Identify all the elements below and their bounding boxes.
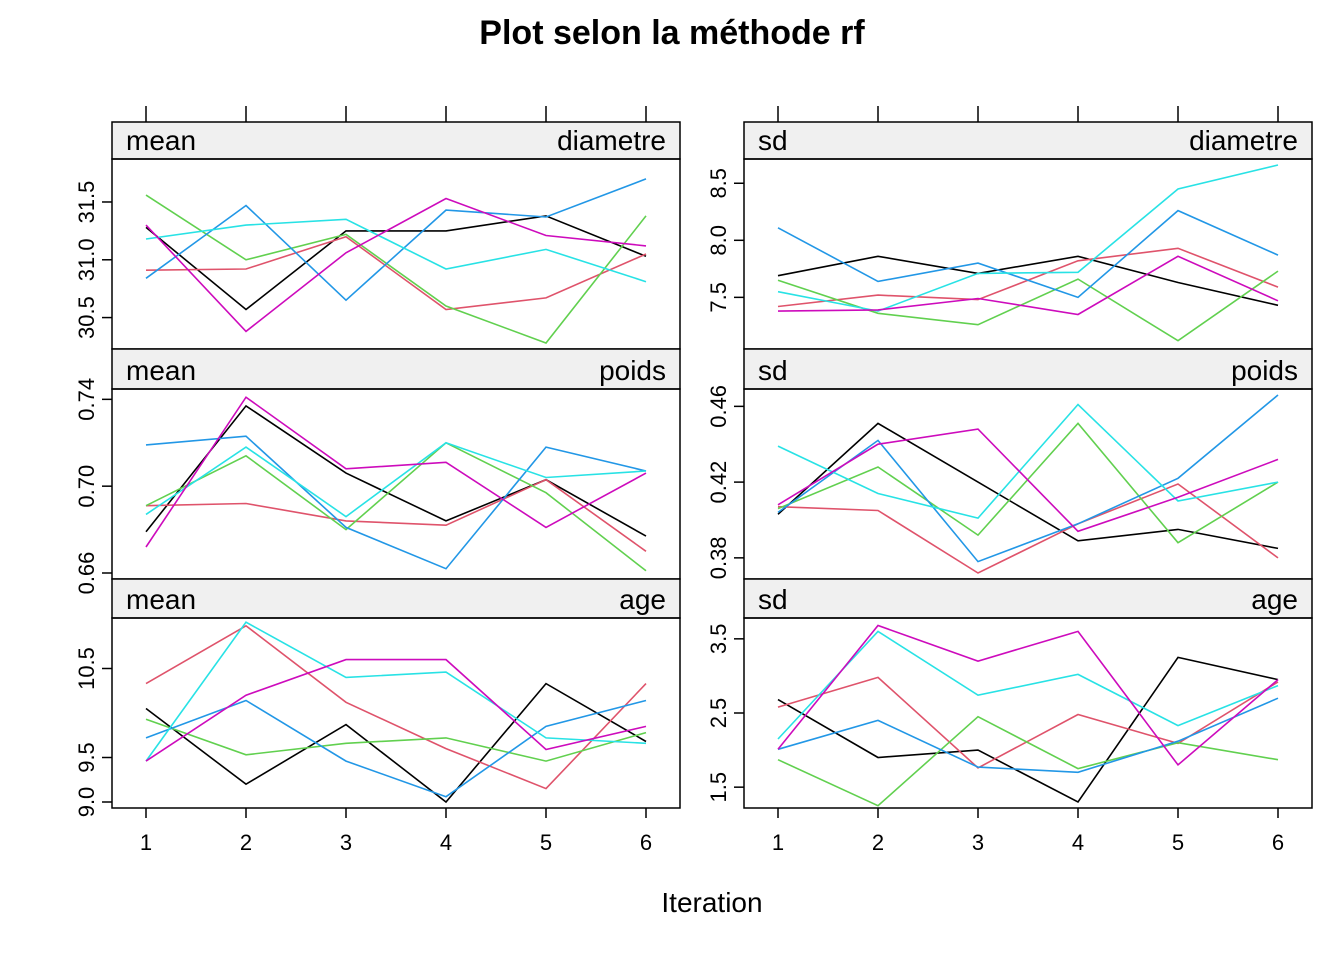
strip-stat-label: sd xyxy=(758,584,788,615)
strip-background xyxy=(743,348,1313,390)
x-tick-label: 3 xyxy=(340,830,352,855)
y-tick-label: 31.5 xyxy=(74,181,99,224)
series-line-4 xyxy=(777,697,1279,774)
strip-background xyxy=(111,578,681,619)
panel-sd-poids: sd poids 0.38 0.42 0.46 xyxy=(706,348,1313,580)
panel-frame xyxy=(111,388,681,580)
y-tick-label: 1.5 xyxy=(706,772,731,803)
series-line-5 xyxy=(145,621,647,762)
strip-background xyxy=(743,121,1313,160)
y-tick-label: 0.38 xyxy=(706,536,731,579)
y-tick-label: 0.74 xyxy=(74,378,99,421)
y-tick-label: 2.5 xyxy=(706,698,731,729)
strip-variable-label: diametre xyxy=(1189,125,1298,156)
x-tick-label: 2 xyxy=(240,830,252,855)
panel-frame xyxy=(111,158,681,350)
strip-stat-label: mean xyxy=(126,125,196,156)
strip-variable-label: age xyxy=(1251,584,1298,615)
series-line-2 xyxy=(145,478,647,552)
x-tick-label: 6 xyxy=(640,830,652,855)
series-line-6 xyxy=(145,658,647,762)
series-line-1 xyxy=(777,656,1279,804)
series-line-4 xyxy=(777,209,1279,299)
series-line-1 xyxy=(145,215,647,311)
strip-background xyxy=(111,121,681,160)
series-line-5 xyxy=(777,164,1279,312)
strip-stat-label: sd xyxy=(758,125,788,156)
y-tick-label: 31.0 xyxy=(74,238,99,281)
y-tick-label: 9.0 xyxy=(74,787,99,818)
y-tick-label: 30.5 xyxy=(74,296,99,339)
x-tick-label: 5 xyxy=(1172,830,1184,855)
series-line-3 xyxy=(777,715,1279,807)
y-tick-label: 8.0 xyxy=(706,225,731,256)
panel-mean-poids: mean poids 0.66 0.70 0.74 xyxy=(74,348,681,595)
y-tick-label: 8.5 xyxy=(706,168,731,199)
panel-frame xyxy=(111,617,681,809)
panel-mean-diametre: mean diametre 30.5 31.0 31.5 xyxy=(74,106,681,350)
series-line-2 xyxy=(777,483,1279,574)
panel-sd-diametre: sd diametre 7.5 8.0 8.5 xyxy=(706,106,1313,350)
series-line-4 xyxy=(145,435,647,570)
y-tick-label: 0.46 xyxy=(706,385,731,428)
series-line-4 xyxy=(145,699,647,798)
strip-stat-label: mean xyxy=(126,355,196,386)
panel-frame xyxy=(743,388,1313,580)
series-line-5 xyxy=(145,218,647,283)
panel-sd-age: sd age 1.5 2.5 3.5 1 2 3 4 5 6 xyxy=(706,578,1313,855)
series-line-6 xyxy=(777,624,1279,767)
series-line-6 xyxy=(145,396,647,548)
chart-title: Plot selon la méthode rf xyxy=(479,14,865,52)
strip-variable-label: poids xyxy=(599,355,666,386)
panel-frame xyxy=(743,158,1313,350)
series-line-5 xyxy=(145,441,647,518)
series-line-1 xyxy=(777,422,1279,550)
x-tick-label: 4 xyxy=(440,830,452,855)
x-tick-label: 1 xyxy=(140,830,152,855)
y-tick-label: 7.5 xyxy=(706,282,731,313)
panel-mean-age: mean age 9.0 9.5 10.5 1 2 3 4 5 6 xyxy=(74,578,681,855)
series-line-6 xyxy=(777,428,1279,533)
series-line-3 xyxy=(777,422,1279,544)
y-tick-label: 10.5 xyxy=(74,647,99,690)
strip-background xyxy=(743,578,1313,619)
series-line-5 xyxy=(777,403,1279,519)
series-line-6 xyxy=(777,255,1279,316)
strip-stat-label: mean xyxy=(126,584,196,615)
series-line-2 xyxy=(145,235,647,311)
x-tick-label: 2 xyxy=(872,830,884,855)
strip-stat-label: sd xyxy=(758,355,788,386)
x-tick-label: 6 xyxy=(1272,830,1284,855)
series-line-5 xyxy=(777,630,1279,740)
strip-variable-label: age xyxy=(619,584,666,615)
series-line-3 xyxy=(145,194,647,344)
series-line-1 xyxy=(145,404,647,537)
series-line-1 xyxy=(145,682,647,804)
series-line-3 xyxy=(145,718,647,762)
strip-background xyxy=(111,348,681,390)
series-line-3 xyxy=(145,441,647,572)
series-line-2 xyxy=(145,624,647,790)
series-line-6 xyxy=(145,197,647,333)
y-tick-label: 9.5 xyxy=(74,742,99,773)
x-axis-label: Iteration xyxy=(661,887,762,918)
series-line-1 xyxy=(777,255,1279,307)
series-line-2 xyxy=(777,676,1279,769)
y-tick-label: 3.5 xyxy=(706,624,731,655)
strip-variable-label: poids xyxy=(1231,355,1298,386)
series-line-2 xyxy=(777,247,1279,308)
y-tick-label: 0.42 xyxy=(706,461,731,504)
strip-variable-label: diametre xyxy=(557,125,666,156)
y-tick-label: 0.66 xyxy=(74,552,99,595)
x-tick-label: 3 xyxy=(972,830,984,855)
series-line-4 xyxy=(145,178,647,302)
y-tick-label: 0.70 xyxy=(74,465,99,508)
series-line-4 xyxy=(777,394,1279,563)
x-tick-label: 4 xyxy=(1072,830,1084,855)
x-tick-label: 5 xyxy=(540,830,552,855)
x-tick-label: 1 xyxy=(772,830,784,855)
